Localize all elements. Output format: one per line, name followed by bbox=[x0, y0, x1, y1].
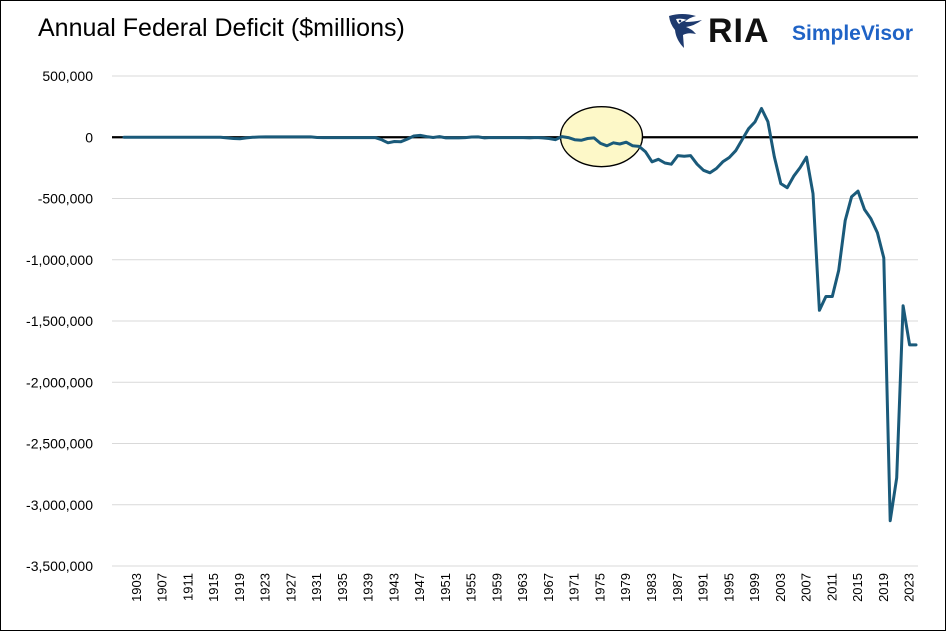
x-tick-label: 1979 bbox=[618, 573, 633, 602]
y-tick-label: -3,000,000 bbox=[26, 497, 93, 513]
x-tick-label: 1995 bbox=[721, 573, 736, 602]
x-tick-label: 1987 bbox=[670, 573, 685, 602]
x-tick-label: 1963 bbox=[515, 573, 530, 602]
x-axis-ticks: 1903 1907 1911 1915 1919 1923 1927 1931 1935 1939… bbox=[129, 573, 917, 602]
x-tick-label: 1939 bbox=[361, 573, 376, 602]
y-tick-label: -3,500,000 bbox=[26, 558, 93, 574]
y-axis-ticks: 500,000 0 -500,000 -1,000,000 -1,500,000 -2,0… bbox=[26, 68, 93, 574]
highlight-layer bbox=[559, 105, 644, 168]
x-tick-label: 1967 bbox=[541, 573, 556, 602]
x-tick-label: 1907 bbox=[155, 573, 170, 602]
simplevisor-logo-text: SimpleVisor bbox=[792, 22, 913, 45]
x-tick-label: 1951 bbox=[438, 573, 453, 602]
y-tick-label: -2,000,000 bbox=[26, 374, 93, 390]
x-tick-label: 1915 bbox=[206, 573, 221, 602]
x-tick-label: 1935 bbox=[335, 573, 350, 602]
ria-simplevisor-logo: RIA SimpleVisor bbox=[664, 10, 924, 50]
x-tick-label: 2023 bbox=[902, 573, 917, 602]
x-tick-label: 2003 bbox=[773, 573, 788, 602]
x-tick-label: 1991 bbox=[696, 573, 711, 602]
deficit-series-line bbox=[122, 107, 918, 523]
x-tick-label: 1983 bbox=[644, 573, 659, 602]
x-tick-label: 1955 bbox=[464, 573, 479, 602]
x-tick-label: 1931 bbox=[309, 573, 324, 602]
highlight-ellipse bbox=[559, 105, 644, 168]
x-tick-label: 1971 bbox=[567, 573, 582, 602]
chart-title: Annual Federal Deficit ($millions) bbox=[38, 14, 405, 42]
x-tick-label: 2019 bbox=[876, 573, 891, 602]
x-tick-label: 1923 bbox=[258, 573, 273, 602]
x-tick-label: 1975 bbox=[592, 573, 607, 602]
grid-lines bbox=[112, 75, 918, 567]
series-layer bbox=[122, 107, 918, 523]
x-tick-label: 1903 bbox=[129, 573, 144, 602]
x-tick-label: 1943 bbox=[386, 573, 401, 602]
y-tick-label: -2,500,000 bbox=[26, 436, 93, 452]
ria-logo-text: RIA bbox=[708, 12, 770, 50]
x-tick-label: 1947 bbox=[412, 573, 427, 602]
y-tick-label: 0 bbox=[85, 129, 93, 145]
y-tick-label: 500,000 bbox=[42, 68, 93, 84]
x-tick-label: 1911 bbox=[180, 573, 195, 601]
x-tick-label: 2015 bbox=[850, 573, 865, 602]
x-tick-label: 2007 bbox=[799, 573, 814, 602]
x-tick-label: 1919 bbox=[232, 573, 247, 602]
x-tick-label: 2011 bbox=[824, 573, 839, 601]
y-tick-label: -1,500,000 bbox=[26, 313, 93, 329]
y-tick-label: -1,000,000 bbox=[26, 252, 93, 268]
y-tick-label: -500,000 bbox=[38, 191, 93, 207]
x-tick-label: 1959 bbox=[489, 573, 504, 602]
x-tick-label: 1927 bbox=[283, 573, 298, 602]
eagle-icon bbox=[669, 14, 702, 48]
x-tick-label: 1999 bbox=[747, 573, 762, 602]
